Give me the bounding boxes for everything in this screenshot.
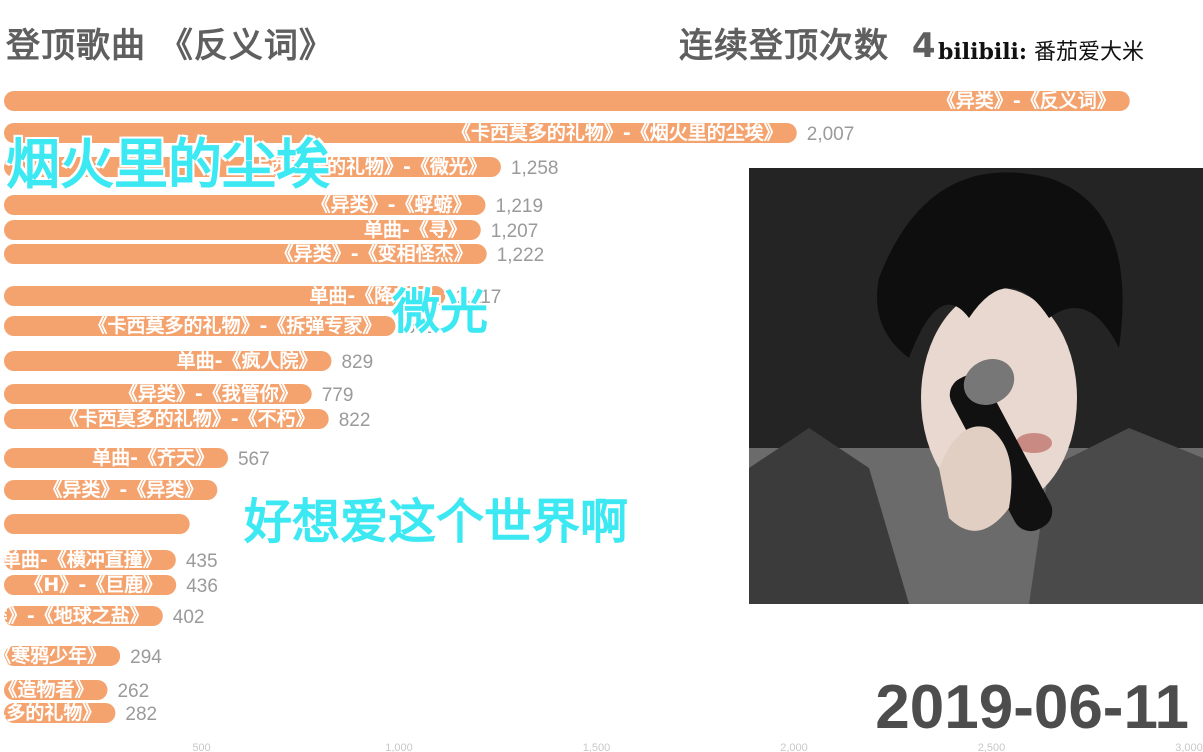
- x-tick-label: 1,500: [583, 742, 611, 752]
- bar-label: 《异类》-《蜉蝣》: [312, 193, 472, 216]
- x-tick-label: 1,000: [385, 742, 413, 752]
- value-label: 567: [238, 449, 270, 470]
- value-label: 779: [322, 385, 354, 406]
- danmaku-comment-1: 烟火里的尘埃: [6, 133, 330, 196]
- bar: [4, 286, 446, 306]
- x-tick-label: 2,500: [978, 742, 1006, 752]
- value-label: 1,258: [511, 158, 559, 179]
- singer-photo: [749, 168, 1203, 604]
- watermark-site: bilibili:: [938, 39, 1028, 65]
- bar-label: 《H》-《巨鹿》: [24, 573, 162, 596]
- danmaku-comment-2: 微光: [392, 284, 489, 340]
- bar-label: 《卡西莫多的礼物》-《卡西莫多的礼物》: [0, 701, 101, 724]
- value-label: 1,219: [496, 196, 544, 217]
- value-label: 435: [186, 551, 218, 572]
- bar: [4, 123, 797, 143]
- bar: [4, 409, 329, 429]
- top-song-title: 登顶歌曲 《反义词》: [6, 26, 334, 66]
- value-label: 829: [341, 352, 373, 373]
- bar-label: 《卡西莫多的礼物》-《烟火里的尘埃》: [452, 121, 783, 144]
- bar-label: 单曲-《横冲直撞》: [2, 548, 162, 571]
- bar-label: 《异类》-《变相怪杰》: [275, 242, 473, 265]
- bar: [4, 703, 116, 723]
- bar: [4, 514, 190, 534]
- bar-label: 《异类》-《反义词》: [937, 89, 1116, 112]
- date-label: 2019-06-11: [875, 673, 1189, 742]
- bar-label: 单曲-《疯人院》: [177, 349, 318, 372]
- x-tick-label: 3,000: [1175, 742, 1203, 752]
- value-label: 1,207: [491, 221, 539, 242]
- value-label: 2,007: [807, 124, 855, 145]
- bar-label: 单曲-《寻》: [364, 218, 467, 241]
- bar-label: 《异类》-《地球之盐》: [0, 604, 149, 627]
- bar: [4, 575, 177, 595]
- bar: [4, 680, 108, 700]
- streak-label: 连续登顶次数 4: [679, 18, 937, 67]
- bar-label: 单曲-《齐天》: [92, 446, 214, 469]
- bar-label: 《卡西莫多的礼物》-《微光》: [232, 155, 487, 178]
- bar-label: 单曲-《寒鸦少年》: [0, 644, 106, 667]
- bar: [4, 550, 176, 570]
- bar: [4, 384, 312, 404]
- x-tick-label: 2,000: [780, 742, 808, 752]
- value-label: 436: [186, 576, 218, 597]
- streak-value: 4: [911, 26, 937, 66]
- bar: [4, 157, 501, 177]
- value-label: 1,222: [497, 245, 545, 266]
- value-label: 262: [117, 681, 149, 702]
- bar: [4, 244, 487, 264]
- value-label: 1,117: [455, 287, 501, 308]
- value-label: 294: [130, 647, 162, 668]
- value-label: 991: [405, 317, 437, 338]
- bar-label: 《卡西莫多的礼物》-《不朽》: [60, 407, 315, 430]
- watermark-user: 番茄爱大米: [1034, 40, 1145, 65]
- bar: [4, 220, 481, 240]
- bar-label: 单曲-《降临》: [309, 284, 431, 307]
- bar-label: 《异类》-《异类》: [43, 478, 203, 501]
- bilibili-watermark: bilibili: 番茄爱大米: [938, 34, 1144, 66]
- streak-label-text: 连续登顶次数: [679, 26, 889, 66]
- bar: [4, 606, 163, 626]
- bar: [4, 646, 121, 666]
- bar-label: 《H》-《造物者》: [0, 678, 93, 701]
- value-label: 282: [125, 704, 157, 725]
- value-label: 822: [339, 410, 371, 431]
- x-tick-label: 500: [192, 742, 210, 752]
- danmaku-comment-3: 好想爱这个世界啊: [244, 494, 629, 550]
- value-label: 402: [173, 607, 205, 628]
- bar: [4, 351, 332, 371]
- bar: [4, 448, 228, 468]
- bar: [4, 480, 218, 500]
- bar-label: 《异类》-《我管你》: [119, 382, 298, 405]
- bar: [4, 316, 396, 336]
- bar: [4, 195, 486, 215]
- bar-label: 《卡西莫多的礼物》-《拆弹专家》: [89, 314, 382, 337]
- bar: [4, 91, 1130, 111]
